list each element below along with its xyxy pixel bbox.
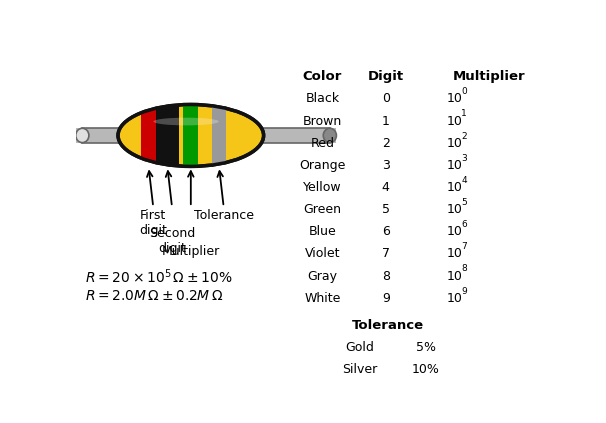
FancyBboxPatch shape [76, 128, 121, 143]
Text: 10: 10 [447, 93, 462, 105]
Text: Gray: Gray [307, 269, 338, 283]
Text: Yellow: Yellow [303, 181, 342, 194]
Text: 5: 5 [382, 203, 390, 216]
Text: 2: 2 [382, 137, 390, 150]
Text: Orange: Orange [299, 159, 345, 172]
Text: 10%: 10% [411, 363, 439, 376]
Text: Multiplier: Multiplier [162, 244, 220, 258]
Text: 6: 6 [382, 225, 390, 238]
Text: Second
digit: Second digit [149, 227, 195, 255]
Text: Violet: Violet [305, 247, 340, 261]
Text: 0: 0 [461, 87, 467, 96]
Text: Gold: Gold [345, 341, 375, 354]
Text: 1: 1 [461, 110, 467, 118]
Bar [183, 104, 198, 166]
Text: 3: 3 [382, 159, 390, 172]
Ellipse shape [323, 128, 336, 143]
Text: 10: 10 [447, 181, 462, 194]
Ellipse shape [153, 118, 219, 125]
Text: Silver: Silver [342, 363, 378, 376]
Text: 4: 4 [461, 176, 467, 185]
Text: 8: 8 [461, 264, 467, 273]
Text: 10: 10 [447, 115, 462, 128]
Text: Digit: Digit [368, 70, 404, 83]
Text: 10: 10 [447, 269, 462, 283]
Text: 10: 10 [447, 137, 462, 150]
Text: 10: 10 [447, 203, 462, 216]
Text: Color: Color [302, 70, 342, 83]
Text: 2: 2 [461, 132, 467, 140]
Text: 5%: 5% [416, 341, 436, 354]
Text: 3: 3 [461, 154, 467, 163]
Text: 10: 10 [447, 225, 462, 238]
Text: 8: 8 [382, 269, 390, 283]
Ellipse shape [76, 128, 89, 143]
Text: Tolerance: Tolerance [194, 209, 254, 222]
Text: 7: 7 [461, 242, 467, 251]
Text: 10: 10 [447, 159, 462, 172]
Text: 1: 1 [382, 115, 390, 128]
Bar [156, 104, 179, 166]
Text: 10: 10 [447, 247, 462, 261]
Text: Multiplier: Multiplier [453, 70, 525, 83]
Text: 5: 5 [461, 198, 467, 207]
Bar [212, 104, 226, 166]
FancyBboxPatch shape [261, 128, 336, 143]
Ellipse shape [118, 104, 264, 166]
Text: Tolerance: Tolerance [352, 319, 424, 332]
Text: 9: 9 [461, 286, 467, 296]
Text: $R = 2.0M\,\Omega \pm 0.2M\,\Omega$: $R = 2.0M\,\Omega \pm 0.2M\,\Omega$ [85, 288, 224, 302]
Text: 0: 0 [382, 93, 390, 105]
Text: Red: Red [310, 137, 335, 150]
Text: Blue: Blue [308, 225, 336, 238]
Text: Black: Black [305, 93, 339, 105]
Text: 9: 9 [382, 292, 390, 305]
Text: Green: Green [304, 203, 341, 216]
Text: 7: 7 [382, 247, 390, 261]
Text: First
digit: First digit [139, 209, 167, 237]
Bar [141, 104, 156, 166]
Text: Brown: Brown [302, 115, 342, 128]
Text: 4: 4 [382, 181, 390, 194]
Text: 10: 10 [447, 292, 462, 305]
Text: 6: 6 [461, 220, 467, 229]
Text: $R = 20 \times 10^5\,\Omega \pm 10\%$: $R = 20 \times 10^5\,\Omega \pm 10\%$ [85, 267, 233, 286]
Text: White: White [304, 292, 341, 305]
